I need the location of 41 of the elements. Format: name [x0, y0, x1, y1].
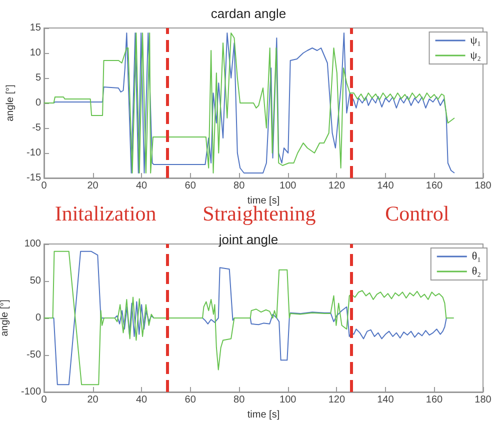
y-tick-label: 10	[30, 48, 42, 58]
x-tick-label: 120	[328, 394, 346, 406]
y-tick-label: 0	[35, 312, 42, 324]
y-tick-label: 5	[35, 72, 42, 84]
y-tick-label: 0	[35, 98, 42, 108]
x-tick-label: 80	[234, 394, 246, 406]
x-tick-label: 20	[87, 394, 99, 406]
y-tick-label: -100	[20, 386, 42, 398]
x-tick-label: 100	[280, 180, 297, 192]
x-tick-label: 80	[234, 180, 246, 192]
chart-title: joint angle	[218, 232, 278, 247]
x-tick-label: 60	[184, 394, 196, 406]
x-tick-label: 180	[474, 180, 492, 192]
legend-label: θ₁	[472, 250, 482, 262]
x-tick-label: 120	[328, 180, 346, 192]
y-tick-label: -5	[32, 122, 42, 134]
x-tick-label: 140	[377, 180, 394, 192]
legend-label: ψ₂	[470, 50, 482, 62]
text: Initalization	[54, 202, 157, 226]
x-tick-label: 180	[474, 394, 492, 406]
y-axis-title: angle [°]	[0, 299, 11, 336]
chart-title: cardan angle	[210, 6, 286, 21]
x-tick-label: 160	[426, 394, 443, 406]
legend-label: θ₂	[472, 266, 482, 278]
y-tick-label: -50	[26, 350, 42, 360]
y-tick-label: -15	[26, 172, 42, 184]
y-axis-title: angle [°]	[5, 84, 16, 122]
x-tick-label: 20	[87, 180, 99, 192]
x-tick-label: 40	[136, 394, 148, 406]
x-tick-label: 100	[280, 394, 297, 406]
x-tick-label: 160	[426, 180, 443, 192]
y-tick-label: 100	[24, 238, 42, 250]
text: Control	[385, 202, 450, 226]
legend-label: ψ₁	[470, 34, 482, 46]
x-tick-label: 140	[377, 394, 394, 406]
x-tick-label: 40	[136, 180, 148, 192]
x-tick-label: 60	[184, 180, 196, 192]
y-tick-label: -10	[26, 148, 42, 158]
y-tick-label: 15	[30, 22, 42, 34]
y-tick-label: 50	[30, 276, 42, 286]
x-axis-title: time [s]	[247, 409, 280, 420]
